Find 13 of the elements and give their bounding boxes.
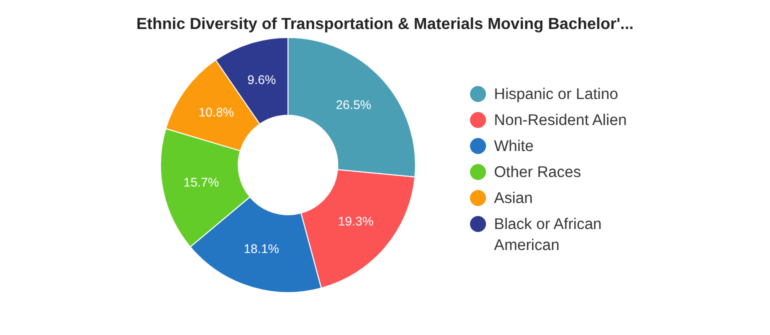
data-label: 19.3% [338, 214, 374, 229]
data-label: 26.5% [336, 98, 372, 112]
legend-label: White [494, 137, 534, 157]
data-label: 15.7% [184, 175, 219, 190]
data-label: 18.1% [244, 242, 280, 256]
data-label: 9.6% [247, 72, 276, 87]
chart-title: Ethnic Diversity of Transportation & Materials Moving Bachelor'... [135, 16, 635, 34]
legend-label: Other Races [494, 163, 582, 183]
legend-label: Non-Resident Alien [494, 111, 627, 131]
data-label: 10.8% [198, 105, 234, 120]
legend-label: Hispanic or Latino [494, 85, 618, 105]
legend-label: Black or African American [494, 215, 603, 256]
legend-label: Asian [494, 189, 533, 209]
